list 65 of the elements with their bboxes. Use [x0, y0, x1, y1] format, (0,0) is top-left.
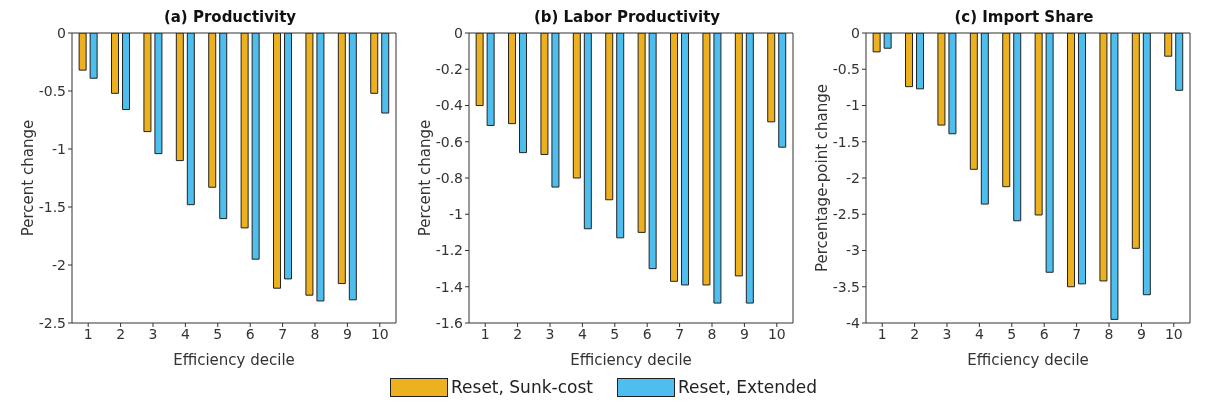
legend-label: Reset, Extended	[677, 377, 817, 397]
x-tick-label: 2	[116, 325, 126, 342]
x-tick-label: 8	[310, 325, 320, 342]
x-tick-label: 7	[675, 325, 685, 342]
legend-label: Reset, Sunk-cost	[451, 377, 593, 397]
x-tick-label: 8	[1104, 325, 1114, 342]
x-tick-label: 5	[213, 325, 223, 342]
y-tick-label: -1.5	[38, 198, 66, 215]
y-tick-label: -1.6	[435, 314, 464, 331]
x-axis-title: Efficiency decile	[570, 351, 692, 369]
y-tick-label: -0.8	[435, 169, 463, 186]
chart-title: (a) Productivity	[162, 8, 298, 26]
x-tick-label: 4	[974, 325, 984, 342]
x-axis-title: Efficiency decile	[967, 351, 1089, 369]
x-axis-title: Efficiency decile	[173, 351, 295, 369]
y-tick-label: -1.2	[435, 242, 463, 259]
y-tick-label: -1	[52, 140, 66, 157]
y-tick-label: 0	[851, 24, 860, 41]
x-tick-label: 4	[180, 325, 190, 342]
x-tick-label: 2	[513, 325, 523, 342]
y-tick-label: -3	[846, 242, 860, 259]
chart-title: (c) Import Share	[953, 8, 1095, 26]
x-tick-label: 10	[767, 325, 786, 342]
x-tick-label: 3	[148, 325, 158, 342]
y-tick-label: -0.2	[435, 61, 463, 78]
y-tick-label: -1	[449, 206, 463, 223]
y-axis-title: Percent change	[19, 119, 38, 237]
x-tick-label: 8	[707, 325, 717, 342]
x-tick-label: 3	[545, 325, 555, 342]
x-tick-label: 3	[942, 325, 952, 342]
x-tick-label: 5	[610, 325, 620, 342]
y-tick-label: -0.5	[38, 82, 66, 99]
y-tick-label: -2.5	[38, 314, 66, 331]
y-tick-label: -2.5	[832, 206, 860, 223]
x-tick-label: 10	[370, 325, 389, 342]
x-tick-label: 6	[642, 325, 652, 342]
y-tick-label: -0.4	[435, 97, 464, 114]
x-tick-label: 4	[577, 325, 587, 342]
y-tick-label: -1.5	[832, 133, 860, 150]
y-tick-label: -1	[846, 97, 860, 114]
x-tick-label: 1	[83, 325, 93, 342]
y-axis-title: Percent change	[416, 119, 435, 237]
y-axis-title: Percentage-point change	[813, 83, 832, 273]
x-tick-label: 9	[739, 325, 749, 342]
y-tick-label: 0	[57, 24, 66, 41]
x-tick-label: 9	[342, 325, 352, 342]
x-tick-label: 7	[278, 325, 288, 342]
y-tick-label: -3.5	[832, 278, 860, 295]
x-tick-label: 2	[910, 325, 920, 342]
y-tick-label: -2	[52, 256, 66, 273]
x-tick-label: 10	[1164, 325, 1183, 342]
y-tick-label: -0.5	[832, 61, 860, 78]
y-tick-label: -2	[846, 169, 860, 186]
y-tick-label: 0	[454, 24, 463, 41]
x-tick-label: 6	[1039, 325, 1049, 342]
x-tick-label: 7	[1072, 325, 1082, 342]
chart-title: (b) Labor Productivity	[532, 8, 722, 26]
y-tick-label: -1.4	[435, 278, 464, 295]
y-tick-label: -4	[846, 314, 861, 331]
x-tick-label: 1	[480, 325, 490, 342]
y-tick-label: -0.6	[435, 133, 464, 150]
x-tick-label: 5	[1007, 325, 1017, 342]
x-tick-label: 1	[877, 325, 887, 342]
x-tick-label: 6	[245, 325, 255, 342]
x-tick-label: 9	[1136, 325, 1146, 342]
